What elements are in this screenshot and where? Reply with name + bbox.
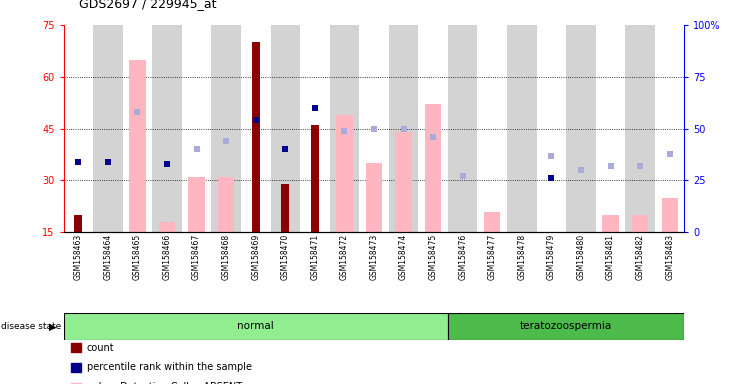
Bar	[153, 25, 182, 232]
Bar	[182, 25, 212, 232]
Bar	[251, 42, 260, 232]
Bar	[359, 25, 389, 232]
Text: teratozoospermia: teratozoospermia	[520, 321, 613, 331]
Bar	[337, 115, 352, 232]
Bar	[418, 25, 448, 232]
Bar	[507, 25, 536, 232]
Text: count: count	[87, 343, 114, 353]
Bar	[602, 215, 619, 232]
Bar	[188, 177, 205, 232]
Bar	[654, 25, 684, 232]
Bar	[661, 198, 678, 232]
Bar	[129, 60, 146, 232]
Bar	[64, 313, 448, 340]
Bar	[281, 184, 289, 232]
Bar	[448, 25, 477, 232]
Bar	[311, 125, 319, 232]
Text: GDS2697 / 229945_at: GDS2697 / 229945_at	[79, 0, 216, 10]
Bar	[271, 25, 300, 232]
Bar	[459, 232, 467, 236]
Bar	[477, 25, 507, 232]
Bar	[389, 25, 418, 232]
Bar	[595, 25, 625, 232]
Bar	[330, 25, 359, 232]
Text: ▶: ▶	[49, 321, 56, 331]
Bar	[241, 25, 271, 232]
Bar	[536, 25, 566, 232]
Bar	[366, 163, 382, 232]
Text: value, Detection Call = ABSENT: value, Detection Call = ABSENT	[87, 382, 242, 384]
Bar	[212, 25, 241, 232]
Bar	[74, 215, 82, 232]
Bar	[159, 222, 175, 232]
Bar	[425, 104, 441, 232]
Bar	[518, 232, 526, 236]
Bar	[573, 232, 589, 236]
Bar	[300, 25, 330, 232]
Bar	[94, 25, 123, 232]
Bar	[484, 212, 500, 232]
Bar	[64, 25, 94, 232]
Bar	[566, 25, 595, 232]
Bar	[625, 25, 654, 232]
Text: disease state: disease state	[1, 322, 61, 331]
Bar	[123, 25, 153, 232]
Text: percentile rank within the sample: percentile rank within the sample	[87, 362, 252, 372]
Bar	[632, 215, 649, 232]
Bar	[218, 177, 234, 232]
Bar	[448, 313, 684, 340]
Bar	[396, 132, 411, 232]
Text: normal: normal	[237, 321, 274, 331]
